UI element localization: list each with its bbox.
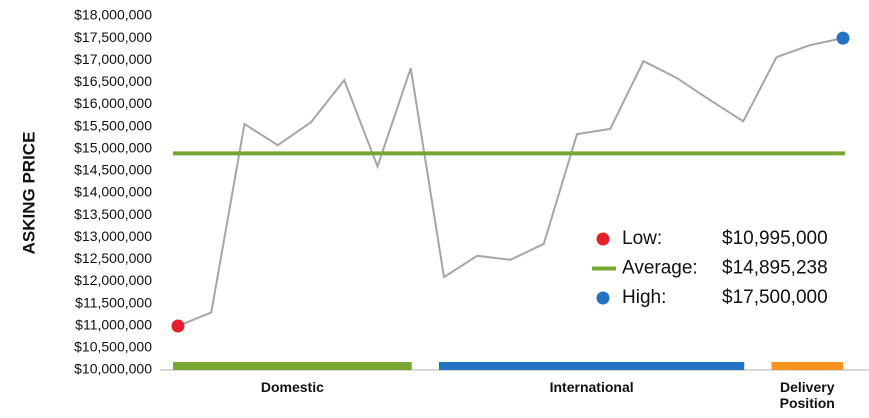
y-tick-label: $10,500,000 (74, 339, 152, 355)
group-bar (439, 362, 745, 370)
y-tick-label: $12,500,000 (74, 250, 152, 266)
legend-name: High: (622, 287, 666, 308)
y-tick-label: $17,500,000 (74, 29, 152, 45)
extreme-dot (836, 31, 850, 45)
legend-dot (596, 291, 610, 305)
y-tick-label: $14,000,000 (74, 184, 152, 200)
y-tick-label: $16,000,000 (74, 95, 152, 111)
y-tick-label: $10,000,000 (74, 361, 152, 377)
y-tick-label: $15,000,000 (74, 139, 152, 155)
y-tick-label: $16,500,000 (74, 73, 152, 89)
group-bar (173, 362, 412, 370)
y-tick-label: $14,500,000 (74, 162, 152, 178)
y-tick-label: $13,500,000 (74, 206, 152, 222)
legend-name: Low: (622, 228, 662, 249)
legend-value: $14,895,238 (722, 258, 828, 279)
y-tick-label: $18,000,000 (74, 7, 152, 23)
y-axis-title: ASKING PRICE (19, 132, 38, 255)
y-tick-label: $15,500,000 (74, 117, 152, 133)
group-label: Delivery Position (779, 379, 835, 411)
y-tick-label: $13,000,000 (74, 228, 152, 244)
y-tick-label: $11,000,000 (75, 316, 152, 332)
legend-value: $17,500,000 (722, 287, 828, 308)
group-label: Domestic (260, 379, 324, 395)
legend-name: Average: (622, 258, 698, 279)
y-tick-label: $12,000,000 (74, 272, 152, 288)
group-bar (771, 362, 843, 370)
y-tick-label: $17,000,000 (74, 51, 152, 67)
legend-value: $10,995,000 (722, 228, 828, 249)
extreme-dot (171, 319, 185, 333)
price-line (177, 37, 844, 327)
legend-dot (596, 232, 610, 246)
group-label: International (549, 379, 634, 395)
y-tick-label: $11,500,000 (75, 294, 152, 310)
